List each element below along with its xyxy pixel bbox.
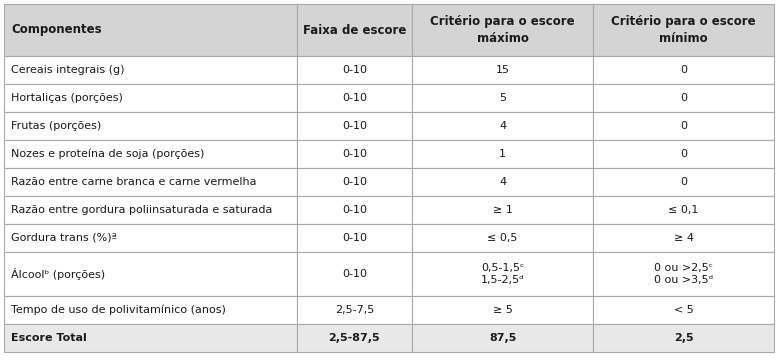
Bar xyxy=(412,168,593,196)
Bar xyxy=(296,296,412,324)
Text: 5: 5 xyxy=(499,93,506,103)
Text: Cereais integrais (g): Cereais integrais (g) xyxy=(11,65,124,75)
Bar xyxy=(412,324,593,352)
Text: Faixa de escore: Faixa de escore xyxy=(303,23,406,36)
Text: 0-10: 0-10 xyxy=(342,269,367,279)
Bar xyxy=(593,4,774,56)
Text: 0-10: 0-10 xyxy=(342,205,367,215)
Text: 4: 4 xyxy=(499,177,506,187)
Bar xyxy=(593,196,774,224)
Bar xyxy=(412,224,593,252)
Bar xyxy=(412,196,593,224)
Text: 0-10: 0-10 xyxy=(342,233,367,243)
Bar xyxy=(412,296,593,324)
Bar xyxy=(593,324,774,352)
Bar xyxy=(4,296,296,324)
Text: Hortaliças (porções): Hortaliças (porções) xyxy=(11,93,123,103)
Bar xyxy=(593,112,774,140)
Bar xyxy=(296,84,412,112)
Bar xyxy=(593,296,774,324)
Text: Razão entre gordura poliinsaturada e saturada: Razão entre gordura poliinsaturada e sat… xyxy=(11,205,272,215)
Text: 15: 15 xyxy=(496,65,510,75)
Text: ≥ 1: ≥ 1 xyxy=(492,205,513,215)
Bar xyxy=(4,140,296,168)
Bar xyxy=(296,196,412,224)
Bar xyxy=(4,196,296,224)
Text: Critério para o escore
máximo: Critério para o escore máximo xyxy=(430,15,575,45)
Text: 2,5: 2,5 xyxy=(674,333,693,343)
Bar xyxy=(412,252,593,296)
Bar xyxy=(296,252,412,296)
Text: Escore Total: Escore Total xyxy=(11,333,87,343)
Text: Tempo de uso de polivitamínico (anos): Tempo de uso de polivitamínico (anos) xyxy=(11,305,226,315)
Bar xyxy=(296,4,412,56)
Bar xyxy=(593,140,774,168)
Text: Nozes e proteína de soja (porções): Nozes e proteína de soja (porções) xyxy=(11,149,205,159)
Text: 0: 0 xyxy=(680,149,687,159)
Text: 0-10: 0-10 xyxy=(342,65,367,75)
Bar xyxy=(412,4,593,56)
Text: 2,5-7,5: 2,5-7,5 xyxy=(335,305,374,315)
Text: 1: 1 xyxy=(499,149,506,159)
Text: 0: 0 xyxy=(680,177,687,187)
Text: Frutas (porções): Frutas (porções) xyxy=(11,121,101,131)
Text: 87,5: 87,5 xyxy=(489,333,517,343)
Text: < 5: < 5 xyxy=(674,305,693,315)
Bar xyxy=(412,140,593,168)
Bar xyxy=(4,324,296,352)
Bar xyxy=(412,84,593,112)
Text: 4: 4 xyxy=(499,121,506,131)
Bar xyxy=(4,168,296,196)
Text: ≥ 5: ≥ 5 xyxy=(492,305,513,315)
Bar xyxy=(296,56,412,84)
Bar xyxy=(412,112,593,140)
Text: Gordura trans (%)ª: Gordura trans (%)ª xyxy=(11,233,117,243)
Text: 0-10: 0-10 xyxy=(342,93,367,103)
Bar xyxy=(593,56,774,84)
Text: ≥ 4: ≥ 4 xyxy=(674,233,693,243)
Text: 2,5-87,5: 2,5-87,5 xyxy=(328,333,380,343)
Text: Álcoolᵇ (porções): Álcoolᵇ (porções) xyxy=(11,268,105,280)
Bar xyxy=(296,224,412,252)
Text: 0-10: 0-10 xyxy=(342,121,367,131)
Bar xyxy=(296,112,412,140)
Text: 0: 0 xyxy=(680,93,687,103)
Text: Componentes: Componentes xyxy=(11,23,102,36)
Text: 0 ou >2,5ᶜ
0 ou >3,5ᵈ: 0 ou >2,5ᶜ 0 ou >3,5ᵈ xyxy=(654,262,713,286)
Bar xyxy=(593,168,774,196)
Bar xyxy=(4,56,296,84)
Bar xyxy=(4,4,296,56)
Bar xyxy=(296,324,412,352)
Text: 0-10: 0-10 xyxy=(342,149,367,159)
Bar xyxy=(296,168,412,196)
Bar xyxy=(4,224,296,252)
Text: 0-10: 0-10 xyxy=(342,177,367,187)
Text: ≤ 0,1: ≤ 0,1 xyxy=(668,205,699,215)
Bar xyxy=(412,56,593,84)
Text: 0: 0 xyxy=(680,65,687,75)
Text: 0,5-1,5ᶜ
1,5-2,5ᵈ: 0,5-1,5ᶜ 1,5-2,5ᵈ xyxy=(481,262,524,286)
Text: 0: 0 xyxy=(680,121,687,131)
Bar xyxy=(593,224,774,252)
Bar xyxy=(4,84,296,112)
Text: Razão entre carne branca e carne vermelha: Razão entre carne branca e carne vermelh… xyxy=(11,177,257,187)
Text: ≤ 0,5: ≤ 0,5 xyxy=(487,233,518,243)
Bar xyxy=(4,252,296,296)
Text: Critério para o escore
mínimo: Critério para o escore mínimo xyxy=(612,15,756,45)
Bar xyxy=(296,140,412,168)
Bar xyxy=(593,84,774,112)
Bar xyxy=(593,252,774,296)
Bar xyxy=(4,112,296,140)
